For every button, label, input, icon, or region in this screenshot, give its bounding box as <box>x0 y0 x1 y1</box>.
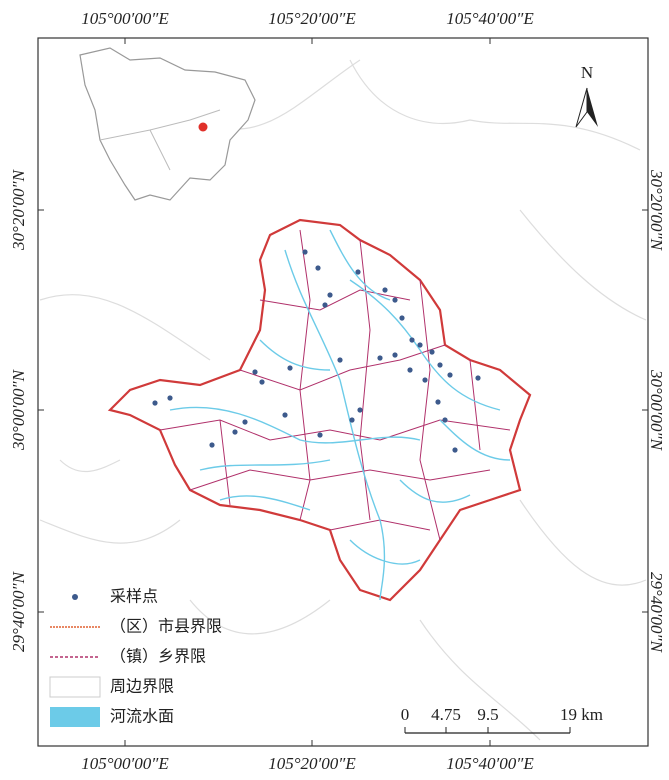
top-coord-label: 105°40′00″E <box>446 9 534 28</box>
sample-point <box>382 287 388 293</box>
sample-point <box>337 357 343 363</box>
sample-point <box>209 442 215 448</box>
bottom-coord-label: 105°00′00″E <box>81 754 169 773</box>
sample-point <box>437 362 443 368</box>
left-coord-label: 29°40′00″N <box>9 570 28 652</box>
sample-point <box>435 399 441 405</box>
legend-label: 采样点 <box>110 587 158 606</box>
north-arrow: N <box>575 63 598 128</box>
left-coord-label: 30°20′00″N <box>9 168 28 251</box>
right-coord-label: 30°00′00″N <box>647 369 666 452</box>
sample-point <box>317 432 323 438</box>
right-coord-label: 29°40′00″N <box>647 572 666 654</box>
sample-point <box>377 355 383 361</box>
sample-point <box>392 352 398 358</box>
scale-label: 19 km <box>560 705 603 724</box>
scale-label: 4.75 <box>431 705 461 724</box>
sample-point <box>407 367 413 373</box>
right-coord-label: 30°20′00″N <box>647 169 666 252</box>
legend-label: （镇）乡界限 <box>110 647 206 666</box>
legend-label: 河流水面 <box>110 707 174 726</box>
sample-point <box>475 375 481 381</box>
sample-point <box>259 379 265 385</box>
sample-point <box>152 400 158 406</box>
sample-point <box>392 297 398 303</box>
bottom-coord-label: 105°20′00″E <box>268 754 356 773</box>
sample-point <box>315 265 321 271</box>
scale-bar: 0 4.75 9.5 19 km <box>401 705 603 734</box>
sample-point <box>322 302 328 308</box>
sample-point <box>287 365 293 371</box>
scale-label: 0 <box>401 705 410 724</box>
north-label: N <box>581 63 593 82</box>
sample-point <box>355 269 361 275</box>
sample-point <box>242 419 248 425</box>
sample-point <box>252 369 258 375</box>
sample-point <box>232 429 238 435</box>
top-coord-label: 105°20′00″E <box>268 9 356 28</box>
sample-point <box>302 249 308 255</box>
sample-point <box>429 349 435 355</box>
left-coord-label: 30°00′00″N <box>9 368 28 451</box>
sample-point <box>327 292 333 298</box>
sample-point <box>357 407 363 413</box>
top-coord-label: 105°00′00″E <box>81 9 169 28</box>
sample-point <box>447 372 453 378</box>
sample-point <box>452 447 458 453</box>
inset-map <box>79 47 256 201</box>
bottom-coord-label: 105°40′00″E <box>446 754 534 773</box>
study-area <box>107 218 532 602</box>
sample-point <box>409 337 415 343</box>
sample-point <box>399 315 405 321</box>
sample-point <box>349 417 355 423</box>
sample-point <box>167 395 173 401</box>
sample-point <box>422 377 428 383</box>
legend-label: （区）市县界限 <box>110 617 222 636</box>
surrounding-boundaries <box>39 59 647 741</box>
legend-label: 周边界限 <box>110 677 174 696</box>
sample-point <box>442 417 448 423</box>
scale-label: 9.5 <box>477 705 498 724</box>
sample-point <box>282 412 288 418</box>
sample-point <box>417 342 423 348</box>
